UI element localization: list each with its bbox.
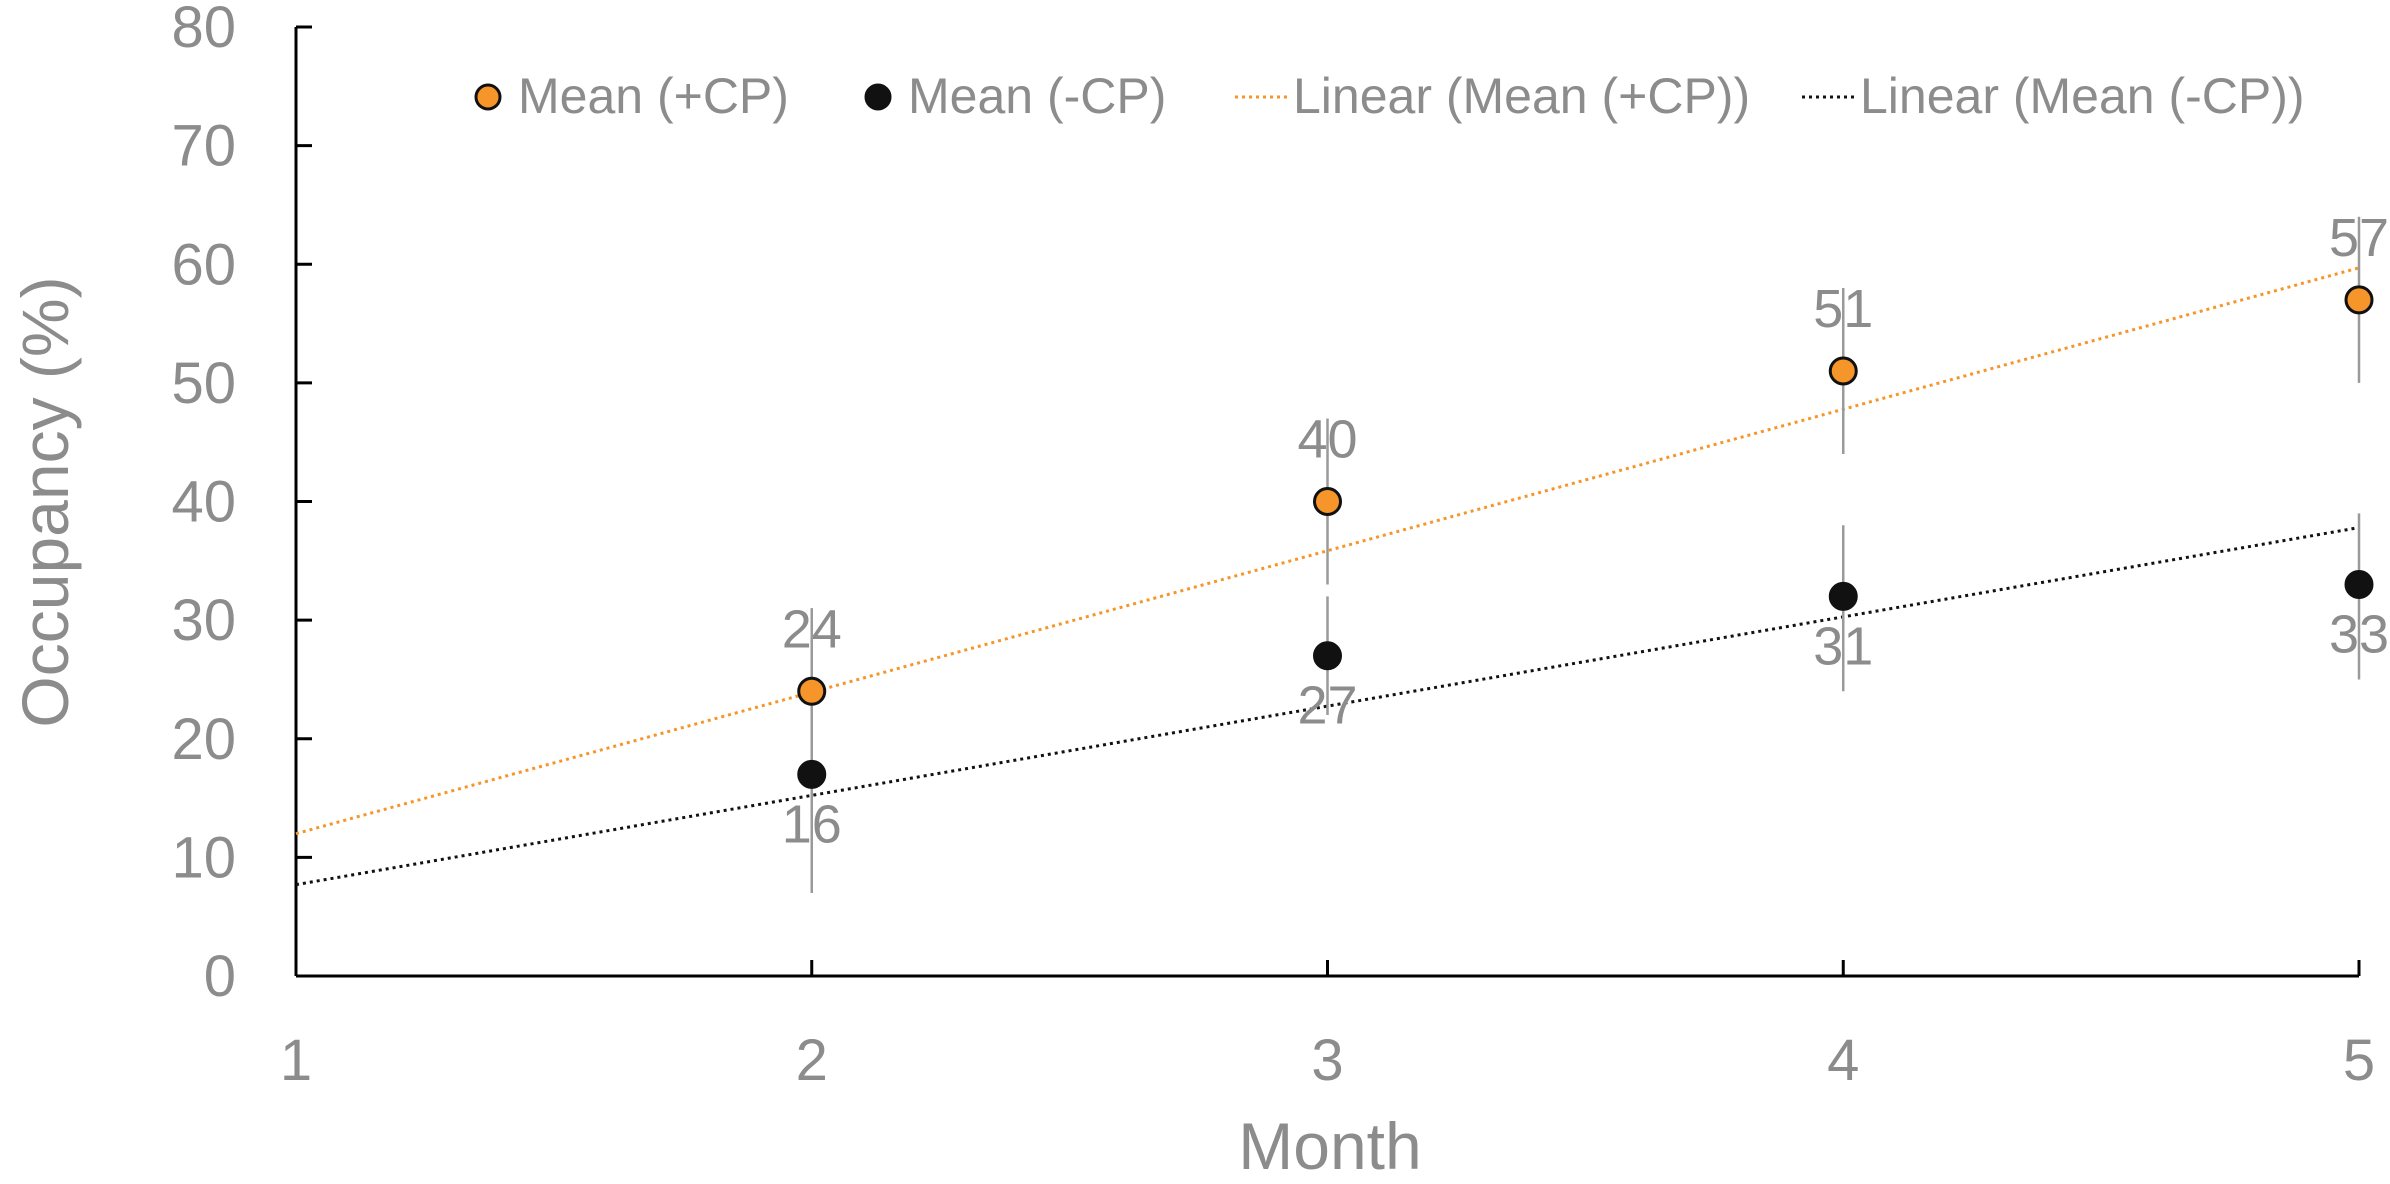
y-tick-label: 70 <box>171 114 236 179</box>
data-point-minus-cp <box>2344 570 2374 600</box>
data-label-minus-cp: 16 <box>782 794 842 854</box>
legend-label-mean-plus-cp: Mean (+CP) <box>518 68 789 124</box>
legend-item-mean-plus-cp: Mean (+CP) <box>474 68 789 124</box>
data-label-plus-cp: 57 <box>2329 208 2389 268</box>
x-tick-label: 4 <box>1827 1028 1859 1093</box>
trendlines <box>295 266 2360 887</box>
y-tick-label: 80 <box>171 0 236 60</box>
data-label-plus-cp: 51 <box>1813 279 1873 339</box>
data-label-minus-cp: 31 <box>1813 616 1873 676</box>
data-point-plus-cp <box>797 676 827 706</box>
data-point-plus-cp <box>1828 356 1858 386</box>
y-tick-label: 40 <box>171 470 236 535</box>
y-tick-label: 10 <box>171 825 236 890</box>
x-tick-label: 1 <box>280 1028 312 1093</box>
legend-label-mean-minus-cp: Mean (-CP) <box>908 68 1166 124</box>
legend: Mean (+CP) Mean (-CP) Linear (Mean (+CP)… <box>474 68 2305 124</box>
data-points <box>797 285 2374 789</box>
legend-label-linear-minus-cp: Linear (Mean (-CP)) <box>1860 68 2305 124</box>
data-label-minus-cp: 33 <box>2329 605 2389 665</box>
data-label-plus-cp: 24 <box>782 599 842 659</box>
y-tick-label: 50 <box>171 351 236 416</box>
x-tick-label: 3 <box>1311 1028 1343 1093</box>
legend-marker-mean-minus-cp <box>864 83 892 111</box>
data-label-plus-cp: 40 <box>1297 410 1357 470</box>
legend-label-linear-plus-cp: Linear (Mean (+CP)) <box>1293 68 1750 124</box>
y-tick-label: 30 <box>171 588 236 653</box>
data-point-minus-cp <box>1828 581 1858 611</box>
legend-item-linear-plus-cp: Linear (Mean (+CP)) <box>1235 68 1750 124</box>
data-point-plus-cp <box>2344 285 2374 315</box>
y-tick-label: 0 <box>204 944 236 1009</box>
data-point-minus-cp <box>797 759 827 789</box>
data-label-minus-cp: 27 <box>1297 676 1357 736</box>
trendline-mean-minus-cp <box>295 526 2360 887</box>
axes: 0 10 20 30 40 50 60 70 80 1 2 3 4 5 <box>171 0 2375 1093</box>
data-labels: 24 40 51 57 16 27 31 33 <box>782 208 2389 855</box>
y-tick-label: 20 <box>171 707 236 772</box>
error-bars <box>810 216 2361 893</box>
data-point-minus-cp <box>1313 641 1342 671</box>
legend-item-mean-minus-cp: Mean (-CP) <box>864 68 1166 124</box>
y-ticks: 0 10 20 30 40 50 60 70 80 <box>171 0 312 1009</box>
x-ticks: 1 2 3 4 5 <box>280 960 2375 1093</box>
y-axis-title: Occupancy (%) <box>8 276 82 727</box>
x-tick-label: 2 <box>796 1028 828 1093</box>
legend-marker-mean-plus-cp <box>474 83 502 111</box>
x-axis-title: Month <box>1238 1109 1421 1183</box>
data-point-plus-cp <box>1313 487 1342 516</box>
y-tick-label: 60 <box>171 232 236 297</box>
x-tick-label: 5 <box>2343 1028 2375 1093</box>
legend-item-linear-minus-cp: Linear (Mean (-CP)) <box>1802 68 2305 124</box>
